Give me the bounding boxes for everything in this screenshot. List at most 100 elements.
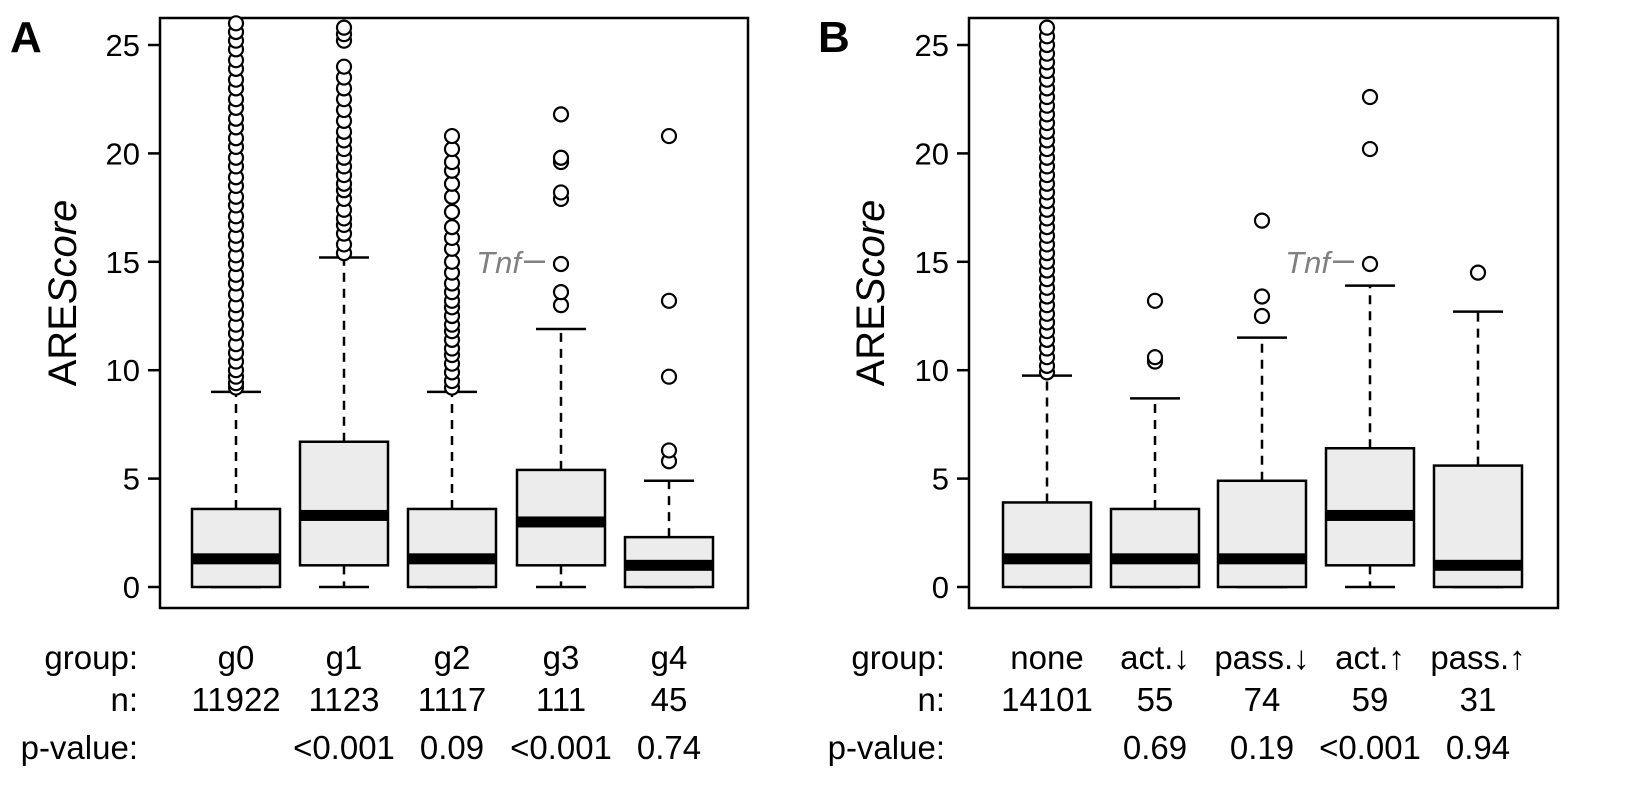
- y-axis-label: AREScore: [849, 200, 893, 387]
- group-label: act.↓: [1120, 639, 1190, 676]
- y-tick-label: 5: [123, 462, 140, 497]
- outlier-point: [1146, 349, 1164, 366]
- group-label: g3: [543, 639, 580, 676]
- box-g0: [190, 15, 282, 589]
- box-pass.↑: [1432, 264, 1524, 589]
- outlier-point: [443, 219, 461, 236]
- outlier-point: [1361, 140, 1379, 158]
- row-label-pvalue: p-value:: [21, 729, 138, 766]
- outlier-point: [335, 19, 353, 36]
- group-label: act.↑: [1335, 639, 1405, 676]
- n-value: 111: [536, 681, 586, 718]
- box-g2: [406, 127, 498, 589]
- box-g3: [515, 106, 607, 589]
- p-value: <0.001: [1319, 729, 1421, 766]
- p-value: 0.69: [1123, 729, 1187, 766]
- n-value: 31: [1460, 681, 1497, 718]
- group-label: g1: [326, 639, 363, 676]
- p-value: 0.94: [1446, 729, 1510, 766]
- n-value: 1123: [309, 681, 380, 718]
- p-value: 0.74: [637, 729, 701, 766]
- y-tick-label: 10: [915, 353, 949, 388]
- median-line: [1003, 553, 1091, 565]
- row-label-n: n:: [917, 681, 945, 718]
- outlier-point: [443, 127, 461, 145]
- outlier-point: [552, 297, 570, 314]
- outlier-point: [552, 149, 570, 166]
- median-line: [1218, 553, 1306, 565]
- row-label-pvalue: p-value:: [828, 729, 945, 766]
- outlier-point: [552, 184, 570, 201]
- median-line: [1111, 553, 1199, 565]
- box-g4: [623, 127, 715, 589]
- row-label-group: group:: [44, 639, 138, 676]
- outlier-point: [1146, 292, 1164, 309]
- median-line: [408, 553, 496, 565]
- group-label: g4: [651, 639, 688, 676]
- iqr-box: [1324, 446, 1416, 567]
- y-tick-label: 15: [915, 245, 949, 280]
- y-tick-label: 15: [106, 245, 140, 280]
- y-tick-label: 5: [932, 462, 949, 497]
- y-axis-label-plain: ARE: [849, 304, 893, 386]
- n-value: 74: [1244, 681, 1281, 718]
- outlier-point: [1253, 288, 1271, 305]
- median-line: [1434, 559, 1522, 571]
- plot-frame: [967, 16, 1560, 610]
- box-none: [1001, 19, 1093, 589]
- y-axis-label: AREScore: [41, 200, 85, 387]
- outlier-point: [443, 140, 461, 158]
- n-value: 14101: [1001, 681, 1093, 718]
- box-pass.↓: [1216, 212, 1308, 589]
- outlier-point: [443, 203, 461, 221]
- group-label: none: [1010, 639, 1083, 676]
- group-label: g2: [434, 639, 471, 676]
- y-axis-label-italic: Score: [41, 200, 85, 305]
- plot-frame: [158, 16, 750, 610]
- outlier-point: [1361, 88, 1379, 106]
- annotation-label: Tnf: [476, 245, 524, 280]
- y-tick-label: 25: [915, 28, 949, 63]
- iqr-box: [1109, 507, 1201, 589]
- group-label: pass.↓: [1214, 639, 1309, 676]
- panel-label: B: [818, 13, 850, 62]
- y-tick-label: 0: [123, 570, 140, 605]
- box-act.↓: [1109, 292, 1201, 589]
- outlier-point: [443, 175, 461, 192]
- panel-a: A AREScore 0 5 10 15 20 25 Tnf group: n: p-value: g0…: [10, 13, 750, 766]
- y-tick-label: 10: [106, 353, 140, 388]
- outlier-point: [660, 127, 678, 145]
- y-tick-label: 20: [106, 136, 140, 171]
- outlier-point: [1469, 264, 1487, 281]
- n-value: 59: [1352, 681, 1389, 718]
- outlier-point: [552, 255, 570, 273]
- y-tick-label: 0: [932, 570, 949, 605]
- group-label: g0: [218, 639, 255, 676]
- panel-label: A: [10, 13, 42, 62]
- p-value: <0.001: [510, 729, 612, 766]
- iqr-box: [406, 507, 498, 589]
- p-value: 0.09: [420, 729, 484, 766]
- box-act.↑: [1324, 88, 1416, 589]
- box-g1: [298, 19, 390, 589]
- y-tick-label: 25: [106, 28, 140, 63]
- outlier-point: [335, 58, 353, 75]
- y-axis-label-plain: ARE: [41, 304, 85, 386]
- median-line: [300, 509, 388, 521]
- outlier-point: [1038, 19, 1056, 36]
- outlier-point: [1253, 307, 1271, 325]
- p-value: <0.001: [293, 729, 395, 766]
- median-line: [517, 516, 605, 528]
- outlier-point: [443, 153, 461, 171]
- y-axis-label-italic: Score: [849, 200, 893, 305]
- outlier-point: [660, 368, 678, 385]
- iqr-box: [190, 507, 282, 589]
- iqr-box: [298, 440, 390, 567]
- outlier-point: [227, 15, 245, 32]
- y-tick-label: 20: [915, 136, 949, 171]
- n-value: 55: [1137, 681, 1174, 718]
- outlier-point: [1253, 212, 1271, 229]
- outlier-point: [552, 106, 570, 123]
- median-line: [1326, 509, 1414, 521]
